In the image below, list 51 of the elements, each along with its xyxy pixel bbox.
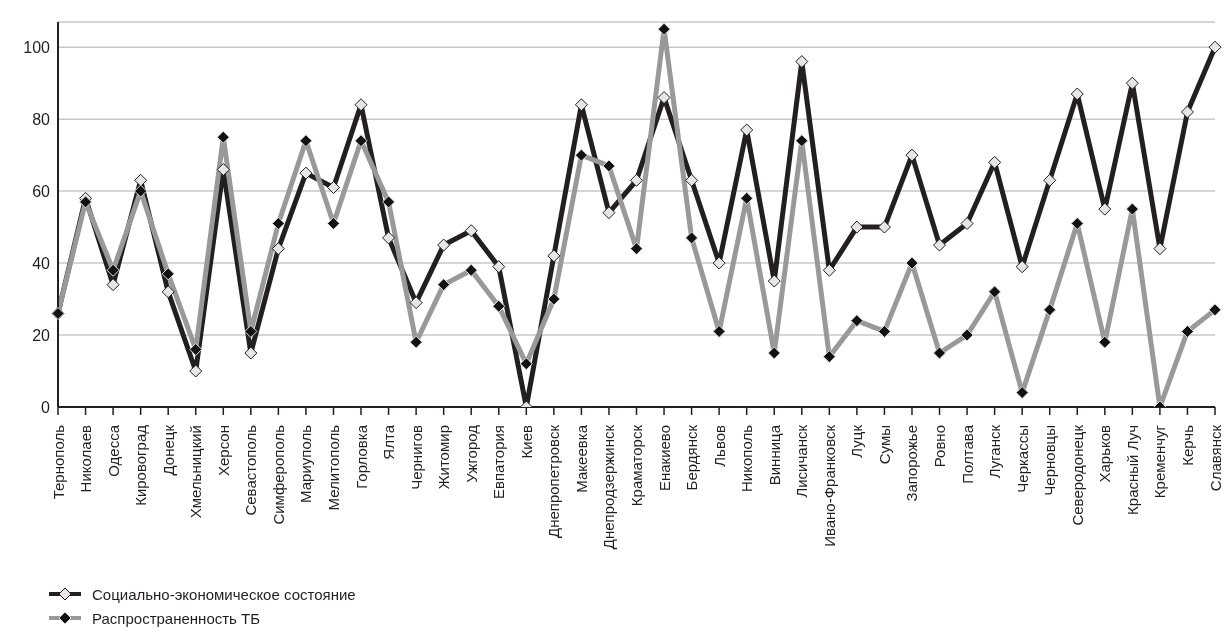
x-tick-label: Славянск [1206,424,1224,492]
x-tick-label: Ивано-Франковск [820,424,838,547]
x-tick-label: Енакиево [655,425,673,492]
x-tick-label: Керчь [1178,424,1196,466]
x-tick-label: Чернигов [407,424,425,490]
x-tick-label: Мариуполь [297,424,315,503]
x-tick-label: Черкассы [1013,425,1031,493]
x-tick-label: Одесса [104,424,122,477]
x-tick-label: Сумы [875,425,893,465]
x-tick-label: Никополь [738,424,756,492]
y-tick-label: 60 [32,182,51,200]
x-tick-label: Тернополь [49,424,67,500]
x-tick-label: Ровно [931,425,949,468]
x-tick-label: Харьков [1096,424,1114,483]
x-tick-label: Кременчуг [1151,424,1169,499]
x-tick-label: Черновцы [1041,425,1059,496]
x-tick-label: Ялта [380,424,398,460]
x-tick-label: Мелитополь [324,424,342,511]
x-tick-label: Евпатория [490,425,508,499]
y-tick-label: 20 [32,326,51,344]
x-tick-label: Макеевка [572,424,590,493]
legend-label: Распространенность ТБ [92,609,261,627]
x-tick-label: Киев [517,424,535,459]
x-tick-label: Запорожье [903,425,921,502]
y-tick-label: 80 [32,110,51,128]
x-tick-label: Севастополь [242,424,260,516]
y-tick-label: 100 [23,38,51,56]
x-tick-label: Кировоград [132,424,150,506]
x-tick-label: Житомир [435,425,453,490]
y-tick-label: 40 [32,254,51,272]
x-tick-label: Хмельницкий [187,425,205,519]
x-tick-label: Полтава [958,424,976,484]
x-tick-label: Северодонецк [1068,424,1086,526]
legend-label: Социально-экономическое состояние [92,585,356,603]
x-tick-label: Львов [710,424,728,467]
x-tick-label: Краматорск [628,424,645,507]
y-tick-label: 0 [41,398,51,416]
x-tick-label: Донецк [159,424,177,476]
x-tick-label: Ужгород [462,424,480,483]
x-tick-label: Николаев [77,424,95,493]
x-tick-label: Бердянск [683,424,701,491]
x-tick-label: Симферополь [269,424,287,525]
x-tick-label: Красный Луч [1123,425,1141,515]
x-tick-label: Винница [765,424,783,486]
x-tick-label: Лисичанск [793,424,811,498]
x-tick-label: Херсон [214,425,232,476]
x-tick-label: Горловка [352,424,370,489]
x-tick-label: Днепродзержинск [600,424,618,550]
x-tick-label: Луцк [848,424,866,458]
x-tick-label: Днепропетровск [545,424,563,538]
x-tick-label: Луганск [986,424,1004,479]
